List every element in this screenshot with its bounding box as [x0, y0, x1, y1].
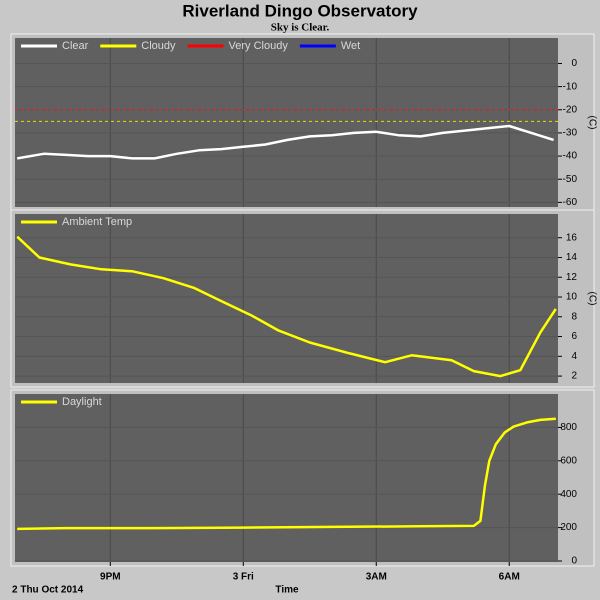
y-tick-label: 0 — [571, 58, 577, 69]
data-line — [16, 235, 557, 378]
chart-subtitle: Sky is Clear. — [271, 22, 330, 34]
legend-label: Very Cloudy — [229, 40, 289, 52]
y-tick-label: -60 — [563, 197, 578, 208]
y-tick-label: 12 — [566, 272, 578, 283]
plot-area — [15, 394, 558, 562]
data-line — [16, 124, 554, 160]
y-tick-label: -30 — [563, 128, 578, 139]
y-tick-label: 4 — [571, 351, 577, 362]
y-axis-label: (C) — [586, 292, 597, 306]
legend-label: Ambient Temp — [62, 216, 132, 228]
data-line — [17, 417, 556, 531]
y-tick-label: 600 — [560, 455, 577, 466]
y-tick-label: 400 — [560, 489, 577, 500]
y-tick-label: -10 — [563, 81, 578, 92]
y-tick-label: 16 — [566, 232, 578, 243]
legend-label: Clear — [62, 40, 89, 52]
date-label: 2 Thu Oct 2014 — [12, 585, 84, 596]
y-tick-label: 800 — [560, 422, 577, 433]
y-tick-label: 2 — [571, 371, 577, 382]
legend-label: Wet — [341, 40, 360, 52]
y-tick-label: 0 — [571, 556, 577, 567]
x-tick-label: 6AM — [499, 572, 520, 583]
plot-area — [15, 214, 558, 383]
y-tick-label: -50 — [563, 174, 578, 185]
legend-label: Daylight — [62, 396, 102, 408]
x-axis-label: Time — [275, 585, 299, 596]
y-tick-label: -40 — [563, 151, 578, 162]
y-tick-label: 14 — [566, 252, 578, 263]
legend-label: Cloudy — [141, 40, 176, 52]
y-tick-label: 6 — [571, 331, 577, 342]
y-tick-label: 8 — [571, 311, 577, 322]
y-tick-label: -20 — [563, 104, 578, 115]
x-tick-label: 9PM — [100, 572, 121, 583]
x-tick-label: 3AM — [366, 572, 387, 583]
y-tick-label: 200 — [560, 522, 577, 533]
y-tick-label: 10 — [566, 292, 578, 303]
chart-title: Riverland Dingo Observatory — [182, 1, 418, 20]
y-axis-label: (C) — [586, 116, 597, 130]
x-tick-label: 3 Fri — [233, 572, 254, 583]
